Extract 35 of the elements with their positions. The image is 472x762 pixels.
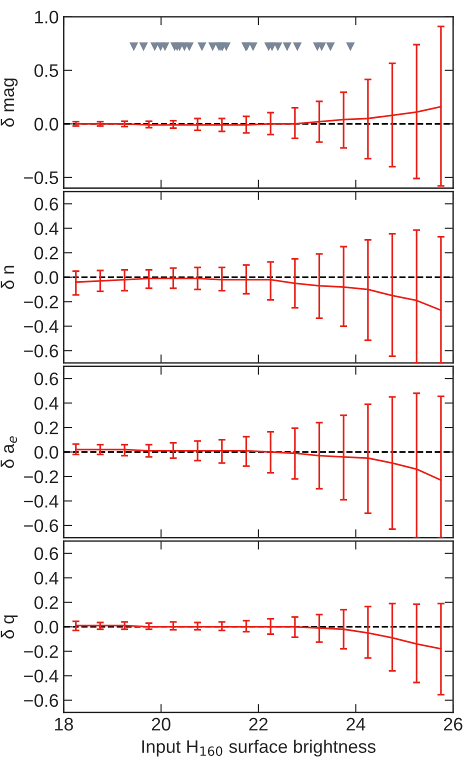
- y-tick-label: −0.6: [24, 519, 58, 532]
- x-tick-label: 26: [444, 718, 462, 731]
- y-tick-label: −0.6: [24, 694, 58, 707]
- x-axis-title: Input H$_{160}$ surface brightness: [142, 740, 376, 757]
- y-tick-label: 1.0: [35, 10, 58, 24]
- y-axis-title: δ n: [0, 266, 14, 290]
- y-tick-label: 0.2: [34, 421, 58, 434]
- y-axis-title: δ q: [0, 615, 18, 639]
- x-tick-label: 18: [55, 718, 73, 731]
- y-tick-label: −0.4: [24, 670, 58, 682]
- x-tick-label: 20: [152, 718, 170, 731]
- y-tick-label: 0.2: [34, 596, 58, 610]
- y-tick-label: −0.2: [24, 296, 58, 308]
- x-tick-label: 24: [346, 718, 366, 730]
- y-tick-label: −0.4: [24, 494, 58, 508]
- y-tick-label: 0.4: [34, 572, 58, 585]
- y-tick-label: 0.6: [34, 372, 58, 386]
- x-tick-label: 22: [249, 718, 268, 730]
- y-axis-title: δ a$_{e}$: [0, 436, 17, 468]
- y-tick-label: 0.0: [34, 118, 58, 131]
- y-tick-label: 0.0: [34, 620, 58, 634]
- y-tick-label: −0.2: [24, 645, 58, 658]
- y-tick-label: 0.5: [34, 64, 58, 78]
- y-tick-label: −0.4: [24, 320, 58, 333]
- y-tick-label: 0.4: [34, 222, 58, 235]
- y-tick-label: 0.6: [34, 547, 58, 560]
- y-tick-label: 0.4: [34, 396, 58, 410]
- y-tick-label: 0.0: [34, 446, 58, 459]
- y-tick-label: 0.6: [34, 198, 58, 211]
- y-axis-title: δ mag: [0, 78, 18, 127]
- y-tick-label: 0.2: [34, 246, 58, 260]
- y-tick-label: −0.5: [24, 171, 58, 184]
- y-tick-label: −0.6: [24, 344, 58, 358]
- y-tick-label: −0.2: [24, 470, 58, 484]
- y-tick-label: 0.0: [34, 271, 58, 284]
